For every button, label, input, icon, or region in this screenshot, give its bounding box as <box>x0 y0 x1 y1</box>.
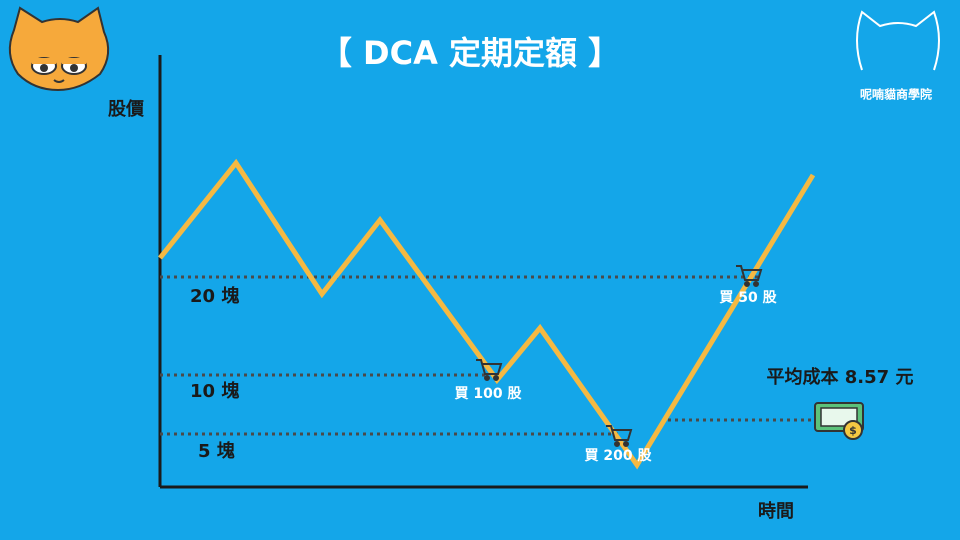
brand-logo <box>856 10 940 71</box>
money-icon: $ <box>814 402 864 440</box>
svg-text:$: $ <box>849 424 857 437</box>
price-line <box>158 158 816 470</box>
y-axis-label: 股價 <box>107 98 145 120</box>
cart-icons <box>476 265 763 447</box>
level-label: 5 塊 <box>198 440 235 462</box>
title: 【 DCA 定期定額 】 <box>320 34 620 72</box>
brand-name: 呢喃貓商學院 <box>860 87 932 102</box>
purchase-label: 買 50 股 <box>719 290 777 306</box>
cat-face <box>8 6 110 92</box>
average-cost: 平均成本 8.57 元 <box>767 366 914 388</box>
purchase-label: 買 100 股 <box>455 386 523 402</box>
x-axis-label: 時間 <box>758 501 794 522</box>
level-label: 10 塊 <box>190 380 239 402</box>
level-label: 20 塊 <box>190 285 239 307</box>
level-lines <box>160 275 815 436</box>
purchase-label: 買 200 股 <box>585 448 653 464</box>
